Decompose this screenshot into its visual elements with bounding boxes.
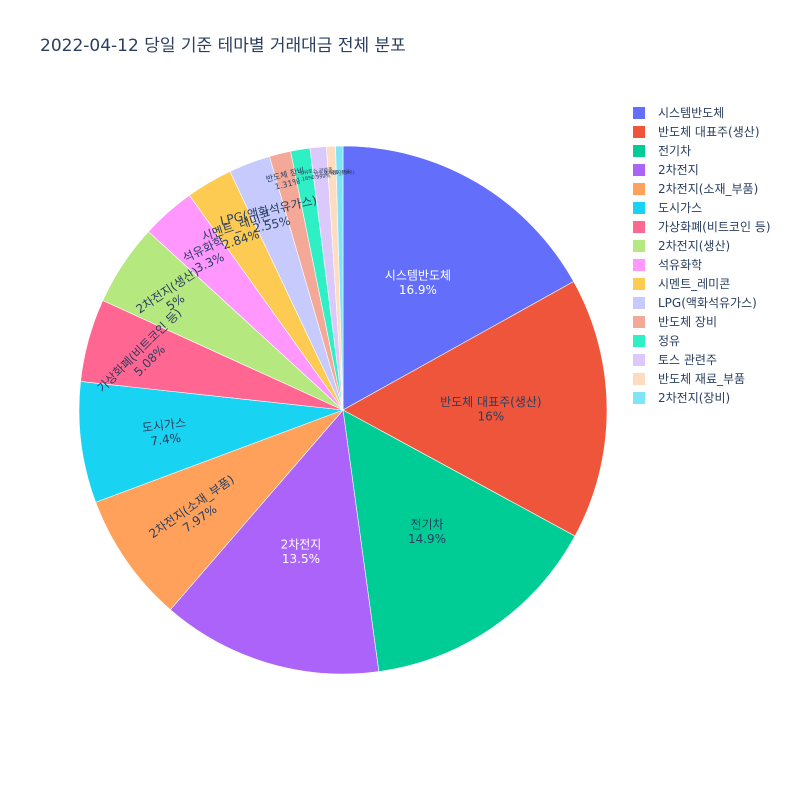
legend-item[interactable]: 정유	[633, 334, 680, 348]
legend-label: 반도체 대표주(생산)	[658, 125, 760, 139]
pie-slice	[78, 381, 344, 503]
legend-swatch	[633, 126, 645, 138]
slice-label: 2차전지 13.5%	[281, 538, 322, 566]
slice-label: 토스 관련주0.999%	[308, 166, 334, 181]
legend-label: LPG(액화석유가스)	[658, 296, 757, 310]
legend-item[interactable]: 토스 관련주	[633, 353, 717, 367]
slice-label: 시스템반도체 16.9%	[385, 269, 451, 297]
slice-label: 반도체 재료_부품	[314, 169, 351, 178]
legend-swatch	[633, 297, 645, 309]
legend-item[interactable]: 시스템반도체	[633, 106, 724, 120]
legend-label: 토스 관련주	[658, 353, 717, 367]
legend-swatch	[633, 373, 645, 385]
legend-swatch	[633, 145, 645, 157]
legend-swatch	[633, 335, 645, 347]
legend-label: 시스템반도체	[658, 106, 724, 120]
chart-title: 2022-04-12 당일 기준 테마별 거래대금 전체 분포	[40, 36, 406, 56]
legend-label: 2차전지(생산)	[658, 239, 730, 253]
legend-item[interactable]: 전기차	[633, 144, 691, 158]
legend-item[interactable]: 도시가스	[633, 201, 702, 215]
legend-swatch	[633, 164, 645, 176]
legend-item[interactable]: LPG(액화석유가스)	[633, 296, 757, 310]
legend-label: 석유화학	[658, 258, 702, 272]
pie-slice	[342, 409, 576, 672]
legend-item[interactable]: 2차전지	[633, 163, 699, 177]
legend-item[interactable]: 2차전지(소재_부품)	[633, 182, 758, 196]
legend-label: 가상화폐(비트코인 등)	[658, 220, 771, 234]
legend-swatch	[633, 392, 645, 404]
legend-label: 시멘트_레미콘	[658, 277, 730, 291]
slice-label: 정유1.18%	[296, 168, 314, 183]
legend-label: 2차전지(소재_부품)	[658, 182, 758, 196]
legend-label: 전기차	[658, 144, 691, 158]
legend-label: 반도체 장비	[658, 315, 717, 329]
legend-item[interactable]: 반도체 대표주(생산)	[633, 125, 760, 139]
legend-swatch	[633, 183, 645, 195]
legend-label: 2차전지(장비)	[658, 391, 730, 405]
legend-item[interactable]: 시멘트_레미콘	[633, 277, 730, 291]
legend-swatch	[633, 259, 645, 271]
slice-label: 2차전지(장비)	[325, 169, 355, 176]
pie-slice	[335, 145, 344, 411]
legend-label: 반도체 재료_부품	[658, 372, 745, 386]
legend-swatch	[633, 316, 645, 328]
legend-swatch	[633, 354, 645, 366]
slice-label: 반도체 대표주(생산) 16%	[440, 395, 542, 423]
legend-item[interactable]: 석유화학	[633, 258, 702, 272]
legend-label: 정유	[658, 334, 680, 348]
legend-item[interactable]: 가상화폐(비트코인 등)	[633, 220, 771, 234]
slice-label: 도시가스7.4%	[141, 416, 188, 450]
legend-swatch	[633, 240, 645, 252]
slice-label: 전기차 14.9%	[408, 518, 446, 546]
legend-item[interactable]: 반도체 재료_부품	[633, 372, 745, 386]
legend-item[interactable]: 2차전지(생산)	[633, 239, 730, 253]
legend-label: 도시가스	[658, 201, 702, 215]
legend-label: 2차전지	[658, 163, 699, 177]
legend-swatch	[633, 221, 645, 233]
pie-slice	[342, 281, 608, 537]
legend-swatch	[633, 202, 645, 214]
legend-item[interactable]: 반도체 장비	[633, 315, 717, 329]
legend-swatch	[633, 107, 645, 119]
pie-slice	[342, 145, 575, 411]
legend-item[interactable]: 2차전지(장비)	[633, 391, 730, 405]
pie-slices	[78, 145, 608, 675]
pie-slice	[169, 409, 380, 675]
legend-swatch	[633, 278, 645, 290]
pie-slice	[95, 409, 344, 611]
